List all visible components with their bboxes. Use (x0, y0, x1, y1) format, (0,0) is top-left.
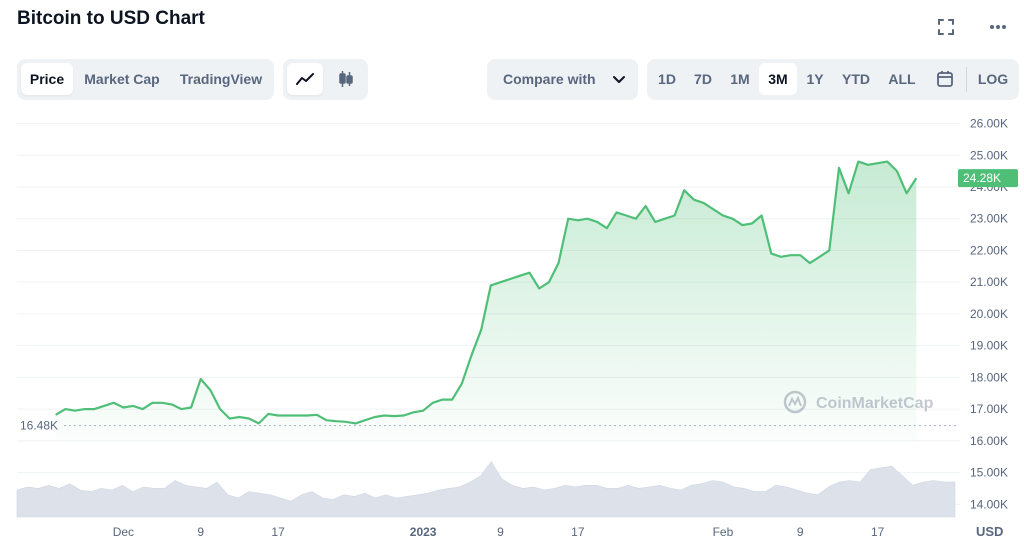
range-7d[interactable]: 7D (694, 71, 712, 87)
y-tick-label: 21.00K (970, 275, 1008, 289)
tab-market-cap[interactable]: Market Cap (84, 71, 160, 87)
price-chart[interactable]: 16.48K CoinMarketCap 26.00K25.00K24.00K2… (0, 100, 1024, 543)
y-tick-label: 20.00K (970, 307, 1008, 321)
more-options-icon[interactable] (987, 16, 1009, 38)
y-tick-label: 16.00K (970, 434, 1008, 448)
coinmarketcap-logo-mark (788, 395, 802, 407)
x-tick-label: 2023 (410, 525, 437, 539)
y-tick-label: 22.00K (970, 243, 1008, 257)
compare-with-dropdown[interactable]: Compare with (487, 59, 638, 100)
y-tick-label: 19.00K (970, 339, 1008, 353)
x-tick-label: 9 (797, 525, 804, 539)
chevron-down-icon (613, 76, 625, 83)
range-1y[interactable]: 1Y (806, 71, 824, 87)
current-price-badge: 24.28K (958, 169, 1018, 188)
tab-tradingview[interactable]: TradingView (179, 71, 263, 87)
x-tick-label: 9 (497, 525, 504, 539)
line-chart-button[interactable] (287, 63, 323, 95)
range-all[interactable]: ALL (888, 71, 916, 87)
price-line (55, 160, 918, 425)
y-tick-label: 23.00K (970, 212, 1008, 226)
calendar-icon (937, 71, 953, 87)
page-title: Bitcoin to USD Chart (17, 8, 205, 29)
compare-with-label: Compare with (503, 71, 596, 87)
y-tick-label: 17.00K (970, 402, 1008, 416)
log-toggle[interactable]: LOG (977, 71, 1009, 87)
x-tick-label: 17 (271, 525, 285, 539)
min-price-label: 16.48K (20, 419, 58, 433)
watermark-text: CoinMarketCap (816, 395, 934, 412)
candlestick-button[interactable] (329, 63, 363, 95)
calendar-button[interactable] (930, 63, 960, 95)
line-chart-icon (296, 73, 314, 85)
y-tick-label: 26.00K (970, 117, 1008, 131)
currency-label: USD (976, 524, 1003, 539)
y-tick-label: 18.00K (970, 370, 1008, 384)
volume-area (16, 460, 956, 518)
current-price-label: 24.28K (963, 171, 1001, 185)
x-tick-label: 9 (197, 525, 204, 539)
chart-type-toggle (283, 59, 368, 100)
price-area-fill (55, 161, 917, 441)
range-divider (966, 67, 967, 92)
x-tick-label: Feb (713, 525, 734, 539)
y-tick-label: 25.00K (970, 148, 1008, 162)
view-tabs: Price Market Cap TradingView (17, 59, 274, 100)
x-tick-label: Dec (113, 525, 134, 539)
watermark: CoinMarketCap (783, 390, 934, 414)
candlestick-icon (339, 71, 353, 87)
x-tick-label: 17 (871, 525, 885, 539)
x-tick-label: 17 (571, 525, 585, 539)
y-tick-label: 14.00K (970, 497, 1008, 511)
range-3m[interactable]: 3M (759, 63, 797, 95)
x-axis: Dec 9 17 2023 9 17 Feb 9 17 (113, 525, 885, 539)
time-range-selector: 1D 7D 1M 3M 1Y YTD ALL LOG (647, 59, 1019, 100)
range-1m[interactable]: 1M (730, 71, 750, 87)
volume-shape (16, 460, 956, 518)
range-ytd[interactable]: YTD (842, 71, 870, 87)
tab-price[interactable]: Price (21, 63, 73, 95)
coinmarketcap-logo-icon (783, 390, 807, 414)
range-1d[interactable]: 1D (658, 71, 676, 87)
fullscreen-icon[interactable] (935, 16, 957, 38)
current-price-badge-bg (958, 169, 1018, 188)
y-tick-label: 15.00K (970, 466, 1008, 480)
y-axis: 26.00K25.00K24.00K23.00K22.00K21.00K20.0… (970, 117, 1008, 512)
